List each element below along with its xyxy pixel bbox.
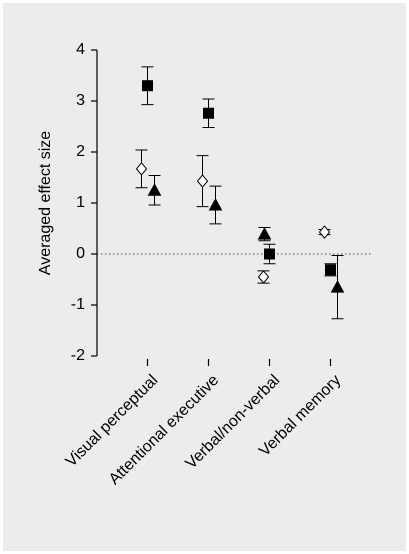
y-tick-label: 0 bbox=[76, 245, 85, 262]
marker bbox=[264, 248, 275, 260]
marker bbox=[196, 174, 209, 188]
y-tick-label: -2 bbox=[71, 347, 85, 364]
marker bbox=[147, 183, 162, 196]
marker bbox=[203, 107, 214, 119]
marker bbox=[330, 280, 345, 293]
marker bbox=[135, 162, 148, 176]
y-tick-label: 1 bbox=[76, 194, 85, 211]
marker bbox=[325, 264, 336, 276]
y-tick-label: -1 bbox=[71, 296, 85, 313]
y-tick-label: 4 bbox=[76, 41, 85, 58]
y-tick-label: 2 bbox=[76, 143, 85, 160]
y-axis-label: Averaged effect size bbox=[37, 131, 54, 275]
y-tick-label: 3 bbox=[76, 92, 85, 109]
marker bbox=[142, 80, 153, 92]
marker bbox=[208, 197, 223, 211]
marker bbox=[257, 270, 270, 284]
chart-background bbox=[3, 3, 406, 551]
marker bbox=[318, 225, 331, 239]
marker bbox=[257, 227, 272, 240]
